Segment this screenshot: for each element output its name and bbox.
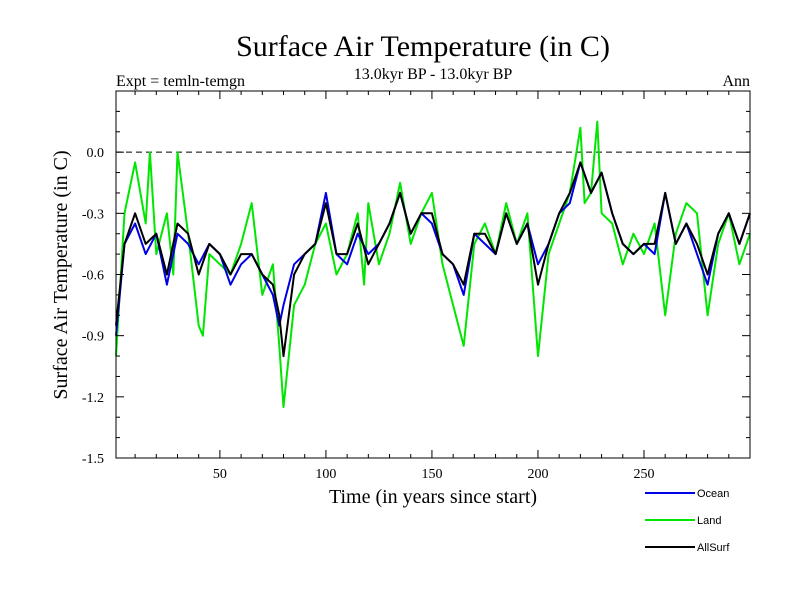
season-label: Ann xyxy=(722,73,750,90)
experiment-label: Expt = temln-temgn xyxy=(116,73,245,90)
series-line-ocean xyxy=(115,161,751,336)
y-tick-label: -0.3 xyxy=(82,207,104,222)
legend-label-allsurf: AllSurf xyxy=(697,542,730,554)
x-tick-label: 50 xyxy=(213,467,227,482)
y-tick-label: -1.5 xyxy=(82,452,104,467)
chart-subtitle: 13.0kyr BP - 13.0kyr BP xyxy=(354,66,513,83)
y-axis-label: Surface Air Temperature (in C) xyxy=(50,150,72,399)
x-tick-label: 200 xyxy=(527,467,548,482)
ticks-layer: 50 100 150 200 250 0.0 -0.3 -0.6 -0.9 -1.2 -1.5 xyxy=(82,90,750,482)
series-line-allsurf xyxy=(115,161,751,358)
series-layer xyxy=(115,120,751,408)
y-tick-label: -0.6 xyxy=(82,269,104,284)
legend-label-land: Land xyxy=(697,515,721,527)
x-axis-label: Time (in years since start) xyxy=(329,486,537,508)
plot-frame xyxy=(115,90,751,459)
chart-title: Surface Air Temperature (in C) xyxy=(236,30,610,63)
legend-label-ocean: Ocean xyxy=(697,488,729,500)
y-tick-label: -0.9 xyxy=(82,330,104,345)
x-tick-label: 250 xyxy=(633,467,654,482)
x-tick-label: 150 xyxy=(421,467,442,482)
y-tick-label: -1.2 xyxy=(82,391,104,406)
legend: Ocean Land AllSurf xyxy=(645,488,730,554)
y-tick-label: 0.0 xyxy=(87,146,105,161)
series-line-land xyxy=(115,120,751,408)
x-tick-label: 100 xyxy=(315,467,336,482)
